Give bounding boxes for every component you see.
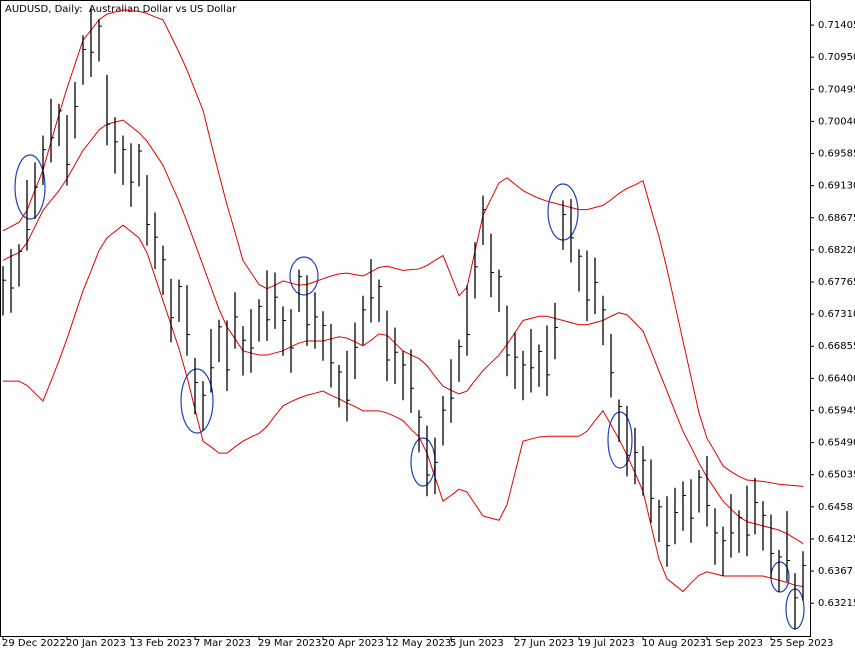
highlight-ellipse [14,154,46,220]
x-tick-label: 10 Aug 2023 [642,638,706,649]
y-tick-label: 0.6367 [818,566,853,577]
band-middle [2,119,804,544]
y-tick-label: 0.71405 [818,20,855,31]
plot-frame [0,0,811,637]
highlight-ellipse [770,561,790,593]
x-tick-label: 19 Jul 2023 [578,638,635,649]
y-tick-label: 0.66855 [818,341,855,352]
y-tick-label: 0.63215 [818,598,855,609]
highlight-ellipse [607,411,633,469]
x-tick-label: 12 May 2023 [386,638,451,649]
x-tick-label: 25 Sep 2023 [770,638,833,649]
y-tick-label: 0.68675 [818,213,855,224]
band-lower [3,224,804,593]
highlight-ellipse [289,256,319,296]
y-tick-label: 0.67765 [818,277,855,288]
x-tick-label: 29 Mar 2023 [258,638,321,649]
x-tick-label: 20 Apr 2023 [322,638,384,649]
x-tick-label: 7 Mar 2023 [194,638,251,649]
annotations [14,154,805,630]
chart-title: AUDUSD, Daily: Australian Dollar vs US D… [5,4,237,15]
x-tick-label: 20 Jan 2023 [66,638,126,649]
band-upper [2,9,804,487]
y-tick-label: 0.69585 [818,149,855,160]
y-tick-label: 0.65035 [818,470,855,481]
highlight-ellipse [180,368,214,434]
x-tick-label: 13 Feb 2023 [130,638,192,649]
x-tick-label: 5 Jun 2023 [450,638,504,649]
y-tick-label: 0.70495 [818,84,855,95]
x-tick-label: 27 Jun 2023 [514,638,574,649]
y-tick-label: 0.65945 [818,405,855,416]
y-tick-label: 0.6458 [818,502,853,513]
y-tick-label: 0.64125 [818,534,855,545]
x-tick-label: 29 Dec 2022 [2,638,66,649]
x-tick-label: 1 Sep 2023 [706,638,763,649]
